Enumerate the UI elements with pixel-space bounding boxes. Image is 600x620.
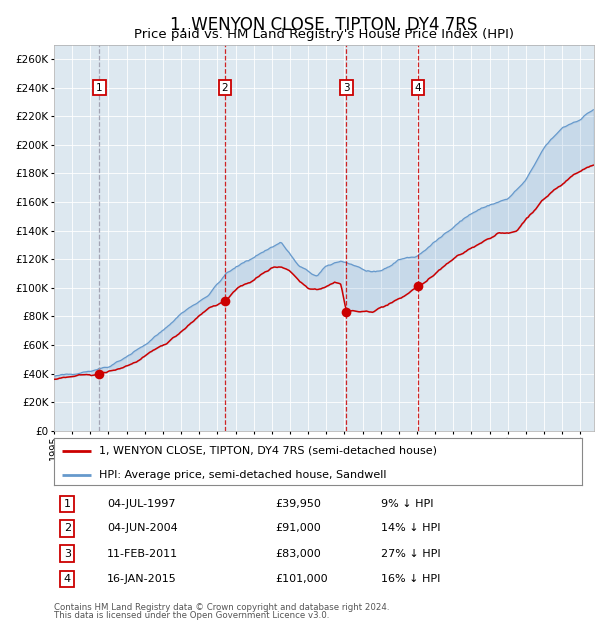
Text: Contains HM Land Registry data © Crown copyright and database right 2024.: Contains HM Land Registry data © Crown c… [54,603,389,612]
Text: HPI: Average price, semi-detached house, Sandwell: HPI: Average price, semi-detached house,… [99,469,386,480]
Text: £83,000: £83,000 [276,549,322,559]
Text: £101,000: £101,000 [276,574,328,584]
Text: 1: 1 [64,499,71,509]
Text: 2: 2 [64,523,71,533]
Text: 1, WENYON CLOSE, TIPTON, DY4 7RS: 1, WENYON CLOSE, TIPTON, DY4 7RS [170,16,478,33]
Text: Price paid vs. HM Land Registry's House Price Index (HPI): Price paid vs. HM Land Registry's House … [134,28,514,41]
Text: 11-FEB-2011: 11-FEB-2011 [107,549,178,559]
Text: 3: 3 [64,549,71,559]
Text: 14% ↓ HPI: 14% ↓ HPI [382,523,441,533]
Text: 1, WENYON CLOSE, TIPTON, DY4 7RS (semi-detached house): 1, WENYON CLOSE, TIPTON, DY4 7RS (semi-d… [99,446,437,456]
Text: 16% ↓ HPI: 16% ↓ HPI [382,574,441,584]
Text: £91,000: £91,000 [276,523,322,533]
Text: 04-JUL-1997: 04-JUL-1997 [107,499,175,509]
Text: This data is licensed under the Open Government Licence v3.0.: This data is licensed under the Open Gov… [54,611,329,620]
Text: £39,950: £39,950 [276,499,322,509]
Text: 4: 4 [64,574,71,584]
Text: 04-JUN-2004: 04-JUN-2004 [107,523,178,533]
Text: 2: 2 [221,82,228,92]
Text: 27% ↓ HPI: 27% ↓ HPI [382,549,441,559]
Text: 4: 4 [415,82,421,92]
Text: 16-JAN-2015: 16-JAN-2015 [107,574,176,584]
Text: 1: 1 [96,82,103,92]
Text: 3: 3 [343,82,350,92]
Text: 9% ↓ HPI: 9% ↓ HPI [382,499,434,509]
